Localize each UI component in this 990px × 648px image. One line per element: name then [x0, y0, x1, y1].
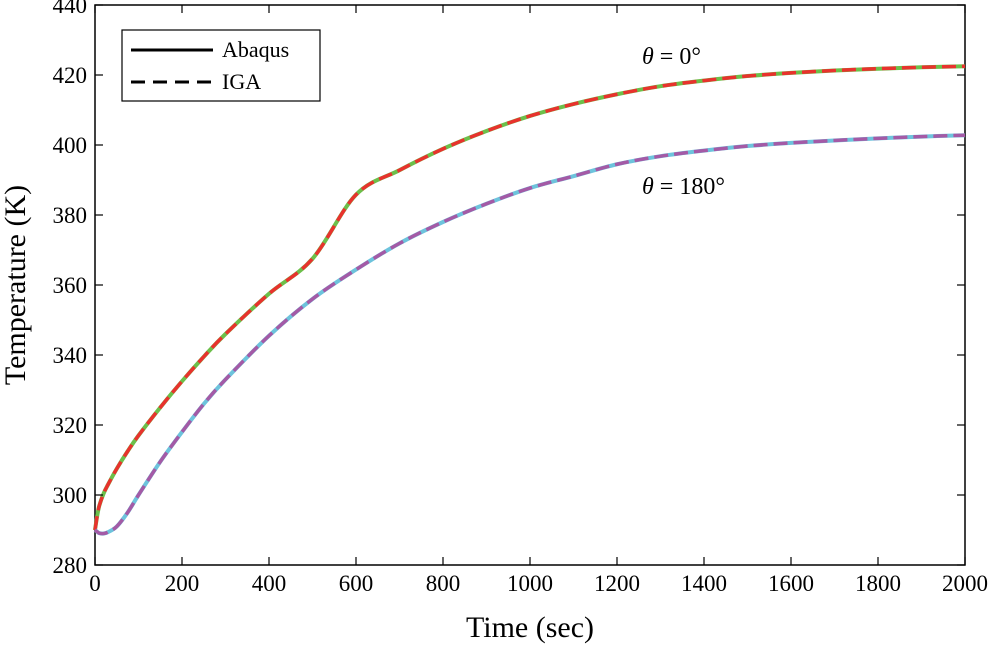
x-tick-label: 0 — [89, 571, 101, 596]
annotation-theta-0: θ = 0° — [642, 44, 701, 70]
x-tick-label: 200 — [165, 571, 200, 596]
ticks-layer: 0 200 400 600 800 1000 1200 1400 1600 1800 2000 280… — [53, 0, 989, 596]
x-tick-label: 2000 — [942, 571, 988, 596]
x-tick-label: 1800 — [855, 571, 901, 596]
annotation-theta-0-text: = 0° — [654, 44, 701, 70]
x-tick-label: 600 — [339, 571, 374, 596]
annotation-theta-180-text: = 180° — [654, 174, 725, 200]
x-tick-label: 1600 — [768, 571, 814, 596]
legend-box — [121, 29, 321, 102]
y-tick-label: 380 — [53, 203, 88, 228]
annotation-theta-0-symbol: θ — [642, 44, 654, 70]
y-tick-label: 320 — [53, 413, 88, 438]
x-tick-label: 400 — [252, 571, 287, 596]
x-tick-label: 1400 — [681, 571, 727, 596]
y-tick-label: 280 — [53, 553, 88, 578]
legend-label-iga: IGA — [222, 69, 261, 94]
y-tick-label: 400 — [53, 133, 88, 158]
x-axis-label: Time (sec) — [466, 611, 594, 644]
x-tick-label: 800 — [426, 571, 461, 596]
series-line-1 — [93, 64, 966, 531]
series-layer — [93, 64, 966, 536]
annotation-theta-180: θ = 180° — [642, 174, 725, 200]
x-tick-label: 1000 — [507, 571, 553, 596]
annotation-theta-180-symbol: θ — [642, 174, 654, 200]
y-tick-label: 360 — [53, 273, 88, 298]
legend: Abaqus IGA — [121, 29, 321, 102]
y-tick-label: 300 — [53, 483, 88, 508]
y-tick-label: 420 — [53, 63, 88, 88]
x-tick-label: 1200 — [594, 571, 640, 596]
y-tick-label: 340 — [53, 343, 88, 368]
legend-label-abaqus: Abaqus — [222, 37, 289, 62]
y-tick-label: 440 — [53, 0, 88, 18]
y-axis-label: Temperature (K) — [0, 185, 32, 385]
series-line-3 — [93, 133, 966, 536]
